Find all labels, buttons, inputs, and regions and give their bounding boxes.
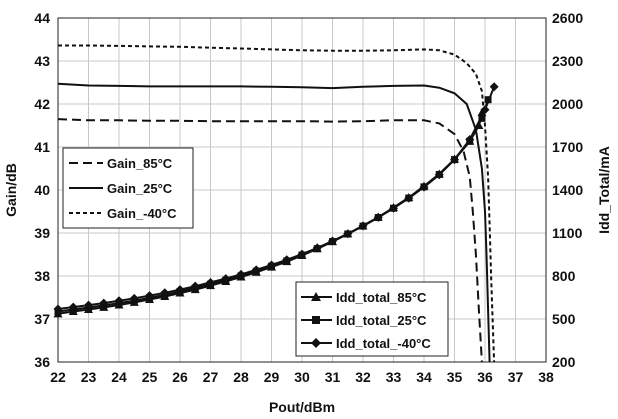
x-tick-label: 38 [538, 369, 554, 385]
legend-label-idd-25: Idd_total_25°C [336, 313, 427, 328]
left-y-tick-label: 37 [34, 311, 50, 327]
left-y-tick-label: 44 [34, 10, 50, 26]
data-point-idd-total-40-c [297, 249, 307, 259]
x-tick-label: 30 [294, 369, 310, 385]
left-y-tick-label: 39 [34, 225, 50, 241]
right-y-tick-label: 1100 [552, 225, 583, 241]
data-point-idd-total-40-c [68, 302, 78, 312]
data-point-idd-total-40-c [282, 255, 292, 265]
left-y-axis-ticks: 36 37 38 39 40 41 42 43 44 [34, 10, 50, 370]
series-line-gain-85-c [57, 118, 483, 363]
right-y-tick-label: 2000 [552, 96, 583, 112]
right-y-tick-label: 1400 [552, 182, 583, 198]
x-tick-label: 27 [203, 369, 219, 385]
data-point-idd-total-40-c [53, 304, 63, 314]
x-tick-label: 33 [386, 369, 402, 385]
x-tick-label: 29 [264, 369, 280, 385]
right-y-tick-label: 2300 [552, 53, 583, 69]
right-y-tick-label: 500 [552, 311, 576, 327]
left-y-tick-label: 36 [34, 354, 50, 370]
data-point-idd-total-40-c [236, 269, 246, 279]
data-point-idd-total-25-c [478, 114, 486, 122]
data-point-idd-total-40-c [160, 288, 170, 298]
idd-legend: Idd_total_85°C Idd_total_25°C Idd_total_… [295, 281, 449, 357]
right-y-axis-title: Idd_Total/mA [596, 146, 612, 234]
right-y-tick-label: 800 [552, 268, 576, 284]
data-point-idd-total-40-c [114, 296, 124, 306]
x-tick-label: 28 [233, 369, 249, 385]
left-y-tick-label: 42 [34, 96, 50, 112]
x-tick-label: 35 [447, 369, 463, 385]
x-tick-label: 26 [172, 369, 188, 385]
data-point-idd-total-40-c [221, 274, 231, 284]
right-y-axis-ticks: 200 500 800 1100 1400 1700 2000 2300 2600 [552, 10, 583, 370]
data-point-idd-total-40-c [129, 293, 139, 303]
data-point-idd-total-40-c [267, 260, 276, 270]
legend-marker-square [312, 316, 320, 324]
data-point-idd-total-40-c [419, 182, 429, 192]
x-tick-label: 31 [325, 369, 341, 385]
x-tick-label: 24 [111, 369, 127, 385]
data-point-idd-total-40-c [434, 170, 444, 180]
legend-label-gain-minus40: Gain_-40°C [107, 206, 177, 221]
x-tick-label: 34 [416, 369, 432, 385]
x-tick-label: 23 [81, 369, 97, 385]
data-point-idd-total-40-c [328, 236, 337, 246]
data-point-idd-total-40-c [404, 193, 414, 203]
x-tick-label: 25 [142, 369, 158, 385]
right-y-tick-label: 1700 [552, 139, 583, 155]
x-axis-title: Pout/dBm [269, 399, 335, 415]
left-y-tick-label: 41 [34, 139, 50, 155]
left-y-tick-label: 43 [34, 53, 50, 69]
data-point-idd-total-40-c [190, 281, 200, 291]
data-point-idd-total-40-c [99, 298, 109, 308]
legend-label-gain-25: Gain_25°C [107, 181, 173, 196]
data-point-idd-total-40-c [206, 277, 215, 287]
data-point-idd-total-40-c [312, 243, 322, 253]
data-point-idd-total-40-c [358, 221, 368, 231]
legend-marker-diamond [311, 338, 321, 348]
right-y-tick-label: 200 [552, 354, 576, 370]
x-tick-label: 37 [508, 369, 524, 385]
data-point-idd-total-40-c [343, 229, 353, 239]
data-point-idd-total-40-c [84, 300, 93, 310]
data-point-idd-total-40-c [175, 285, 185, 295]
x-tick-label: 22 [50, 369, 66, 385]
right-y-tick-label: 2600 [552, 10, 583, 26]
legend-label-idd-minus40: Idd_total_-40°C [336, 336, 431, 351]
data-point-idd-total-40-c [450, 155, 459, 165]
x-tick-label: 32 [355, 369, 371, 385]
legend-label-gain-85: Gain_85°C [107, 156, 173, 171]
gain-legend: Gain_85°C Gain_25°C Gain_-40°C [62, 147, 194, 229]
x-tick-label: 36 [477, 369, 493, 385]
series-line-gain-40-c [58, 44, 496, 363]
series-group [53, 44, 499, 363]
legend-marker-triangle [311, 292, 321, 301]
data-point-idd-total-40-c [480, 105, 490, 115]
data-point-idd-total-40-c [251, 265, 261, 275]
data-point-idd-total-40-c [145, 291, 154, 301]
plot-area-frame [57, 17, 547, 363]
series-line-gain-25-c [57, 82, 491, 363]
left-y-tick-label: 38 [34, 268, 50, 284]
data-point-idd-total-40-c [389, 203, 398, 213]
left-y-axis-title: Gain/dB [3, 163, 19, 217]
legend-label-idd-85: Idd_total_85°C [336, 290, 427, 305]
data-point-idd-total-40-c [489, 82, 499, 92]
data-point-idd-total-40-c [373, 212, 383, 222]
left-y-tick-label: 40 [34, 182, 50, 198]
data-point-idd-total-40-c [465, 135, 475, 145]
x-axis-ticks: 22 23 24 25 26 27 28 29 30 31 32 33 34 35 36 37 38 [50, 369, 554, 385]
